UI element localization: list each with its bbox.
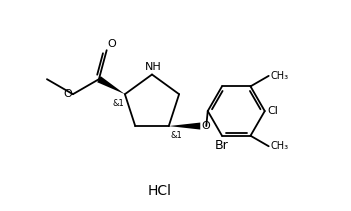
Polygon shape (169, 123, 200, 130)
Text: NH: NH (145, 61, 161, 72)
Text: Br: Br (215, 139, 229, 152)
Text: CH₃: CH₃ (271, 71, 289, 81)
Text: CH₃: CH₃ (271, 141, 289, 151)
Text: O: O (108, 39, 117, 49)
Text: O: O (63, 89, 72, 99)
Text: O: O (201, 121, 210, 131)
Text: &1: &1 (171, 131, 183, 140)
Text: HCl: HCl (148, 184, 172, 198)
Text: Cl: Cl (268, 106, 279, 116)
Text: &1: &1 (112, 99, 124, 108)
Polygon shape (97, 76, 125, 94)
